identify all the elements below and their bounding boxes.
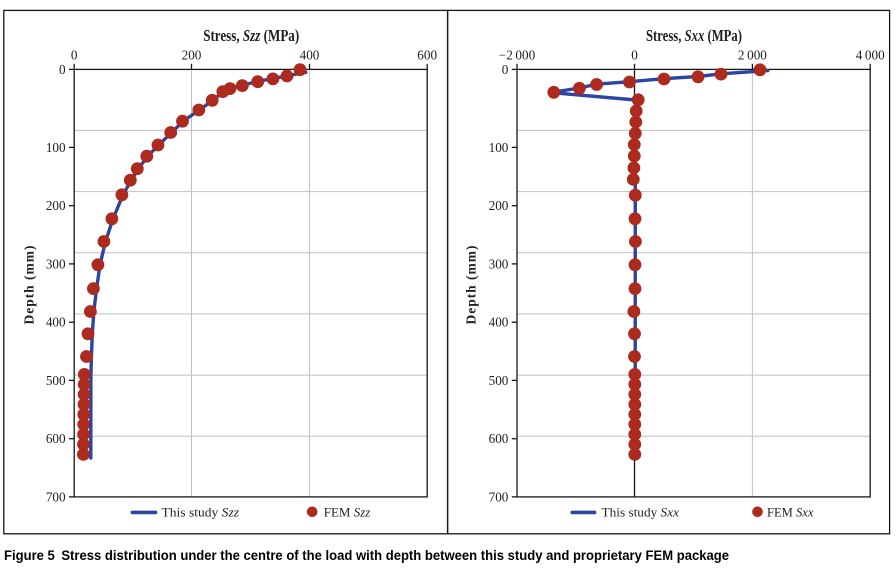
svg-text:2 000: 2 000 — [738, 47, 767, 62]
svg-text:600: 600 — [46, 431, 66, 446]
svg-text:200: 200 — [46, 198, 66, 213]
svg-text:400: 400 — [300, 47, 320, 62]
svg-text:This study Sxx: This study Sxx — [602, 504, 680, 519]
svg-text:Stress, Szz (MPa): Stress, Szz (MPa) — [203, 26, 299, 45]
svg-text:0: 0 — [502, 62, 509, 77]
svg-text:0: 0 — [631, 47, 638, 62]
svg-text:Stress, Sxx (MPa): Stress, Sxx (MPa) — [646, 26, 742, 45]
svg-text:700: 700 — [46, 489, 66, 504]
svg-text:FEM Szz: FEM Szz — [324, 504, 371, 519]
svg-text:600: 600 — [417, 47, 437, 62]
svg-text:400: 400 — [46, 315, 66, 330]
svg-text:Depth (mm): Depth (mm) — [464, 246, 479, 325]
svg-text:4 000: 4 000 — [856, 47, 885, 62]
svg-text:500: 500 — [489, 373, 509, 388]
svg-text:700: 700 — [489, 489, 509, 504]
svg-text:Depth (mm): Depth (mm) — [22, 246, 37, 325]
svg-text:200: 200 — [182, 47, 202, 62]
svg-text:0: 0 — [71, 47, 78, 62]
svg-text:This study Szz: This study Szz — [162, 504, 240, 519]
svg-text:−2 000: −2 000 — [499, 47, 536, 62]
svg-text:600: 600 — [489, 431, 509, 446]
svg-text:FEM Sxx: FEM Sxx — [767, 504, 814, 519]
svg-text:0: 0 — [59, 62, 66, 77]
svg-text:500: 500 — [46, 373, 66, 388]
svg-text:300: 300 — [489, 256, 509, 271]
svg-text:100: 100 — [489, 140, 509, 155]
svg-text:400: 400 — [489, 315, 509, 330]
svg-text:300: 300 — [46, 256, 66, 271]
svg-text:Figure 5 Stress distribution u: Figure 5 Stress distribution under the c… — [4, 547, 729, 563]
svg-text:200: 200 — [489, 198, 509, 213]
svg-text:100: 100 — [46, 140, 66, 155]
